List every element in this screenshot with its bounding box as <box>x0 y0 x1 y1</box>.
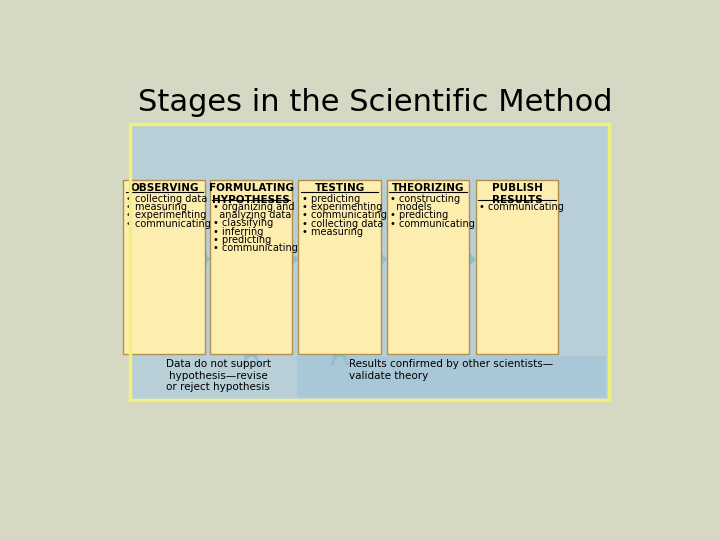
FancyArrow shape <box>289 250 297 268</box>
Text: • communicating: • communicating <box>390 219 474 229</box>
Text: models: models <box>390 202 431 212</box>
FancyBboxPatch shape <box>299 180 381 354</box>
Text: Data do not support
hypothesis—revise
or reject hypothesis: Data do not support hypothesis—revise or… <box>166 359 271 392</box>
Text: • classifying: • classifying <box>213 218 274 228</box>
Text: • communicating: • communicating <box>127 219 211 229</box>
Text: • experimenting: • experimenting <box>127 211 207 220</box>
FancyBboxPatch shape <box>133 356 295 397</box>
Text: • collecting data: • collecting data <box>127 194 207 204</box>
Text: • inferring: • inferring <box>213 227 264 237</box>
FancyBboxPatch shape <box>387 180 469 354</box>
Text: • communicating: • communicating <box>213 244 298 253</box>
Text: Stages in the Scientific Method: Stages in the Scientific Method <box>138 88 613 117</box>
Text: Results confirmed by other scientists—
validate theory: Results confirmed by other scientists— v… <box>349 359 554 381</box>
Text: OBSERVING: OBSERVING <box>130 184 199 193</box>
FancyBboxPatch shape <box>297 356 606 397</box>
Text: • collecting data: • collecting data <box>302 219 383 229</box>
FancyBboxPatch shape <box>476 180 558 354</box>
Text: • measuring: • measuring <box>302 227 363 237</box>
FancyBboxPatch shape <box>130 124 609 400</box>
FancyBboxPatch shape <box>210 180 292 354</box>
Text: TESTING: TESTING <box>315 184 364 193</box>
Text: • predicting: • predicting <box>213 235 271 245</box>
FancyArrow shape <box>466 250 475 268</box>
Text: • predicting: • predicting <box>390 211 448 220</box>
FancyArrow shape <box>200 250 210 268</box>
Text: THEORIZING: THEORIZING <box>392 184 464 193</box>
FancyArrow shape <box>377 250 386 268</box>
Text: • constructing: • constructing <box>390 194 460 204</box>
Text: PUBLISH
RESULTS: PUBLISH RESULTS <box>492 184 542 205</box>
Text: • experimenting: • experimenting <box>302 202 382 212</box>
Text: analyzing data: analyzing data <box>213 210 292 220</box>
Text: • organizing and: • organizing and <box>213 201 294 212</box>
FancyBboxPatch shape <box>123 180 205 354</box>
FancyArrow shape <box>330 354 349 364</box>
Text: • communicating: • communicating <box>479 201 564 212</box>
Text: FORMULATING
HYPOTHESES: FORMULATING HYPOTHESES <box>209 184 294 205</box>
Text: • measuring: • measuring <box>127 202 187 212</box>
Text: • communicating: • communicating <box>302 211 387 220</box>
Text: • predicting: • predicting <box>302 194 360 204</box>
FancyArrow shape <box>242 354 261 364</box>
